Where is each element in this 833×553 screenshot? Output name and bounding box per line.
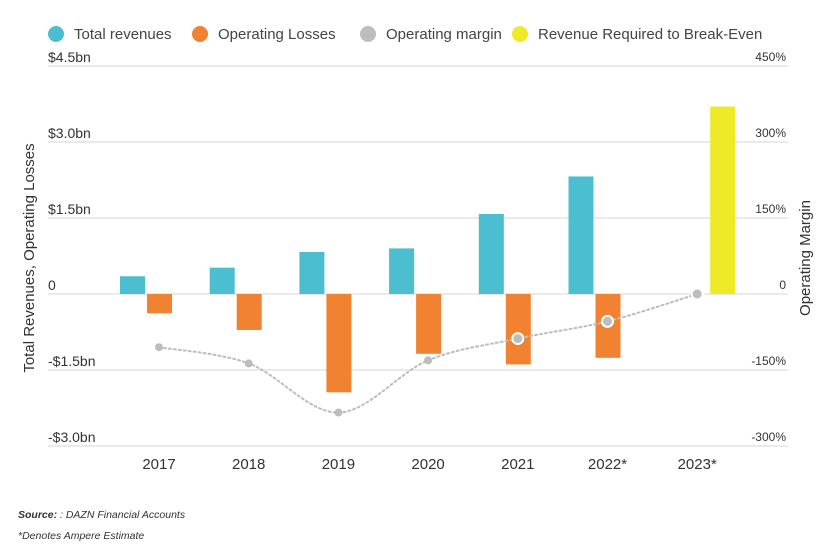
gridlines <box>48 65 788 447</box>
bar <box>710 106 736 295</box>
x-tick-label: 2023* <box>678 456 717 473</box>
source-label: Source: <box>18 509 58 521</box>
legend: Total revenues Operating Losses Operating … <box>48 26 762 43</box>
left-tick-label: -$1.5bn <box>48 353 95 369</box>
margin-point <box>334 408 343 417</box>
bar <box>147 294 172 314</box>
right-axis-ticks: 450% 300% 150% 0 -150% -300% <box>751 50 786 444</box>
legend-swatch <box>48 26 64 42</box>
legend-label: Operating margin <box>386 26 502 43</box>
right-tick-label: 450% <box>755 50 786 64</box>
left-axis-title: Total Revenues, Operating Losses <box>21 143 38 372</box>
chart: Total revenues Operating Losses Operating … <box>21 26 814 473</box>
bar <box>505 294 531 365</box>
legend-label: Total revenues <box>74 26 172 43</box>
bar <box>299 251 325 294</box>
left-tick-label: $4.5bn <box>48 49 91 65</box>
source-text: : DAZN Financial Accounts <box>57 509 186 521</box>
x-tick-label: 2022* <box>588 456 627 473</box>
legend-swatch <box>360 26 376 42</box>
bar <box>326 294 352 393</box>
bar <box>120 276 145 294</box>
margin-point <box>601 314 614 328</box>
bar <box>236 294 262 330</box>
right-tick-label: 300% <box>755 126 786 140</box>
margin-point <box>244 359 253 368</box>
legend-swatch <box>192 26 208 42</box>
operating-margin-line <box>155 287 704 417</box>
bar <box>568 176 594 294</box>
x-tick-label: 2017 <box>142 456 175 473</box>
bars <box>120 106 736 393</box>
legend-swatch <box>512 26 528 42</box>
x-tick-label: 2021 <box>501 456 534 473</box>
estimate-note: *Denotes Ampere Estimate <box>18 530 145 542</box>
x-tick-label: 2020 <box>411 456 444 473</box>
legend-label: Revenue Required to Break-Even <box>538 26 762 43</box>
x-axis-ticks: 2017 2018 2019 2020 2021 2022* 2023* <box>142 456 717 473</box>
left-axis-ticks: $4.5bn $3.0bn $1.5bn 0 -$1.5bn -$3.0bn <box>48 49 95 445</box>
right-axis-title: Operating Margin <box>797 200 814 316</box>
bar <box>389 248 415 294</box>
margin-point <box>424 356 433 365</box>
x-tick-label: 2019 <box>322 456 355 473</box>
right-tick-label: 0 <box>779 278 786 292</box>
source-note: Source: : DAZN Financial Accounts <box>18 509 185 521</box>
right-tick-label: -150% <box>751 354 786 368</box>
left-tick-label: 0 <box>48 277 56 293</box>
bar <box>209 267 235 294</box>
left-tick-label: -$3.0bn <box>48 429 95 445</box>
bar <box>416 294 442 354</box>
margin-point <box>511 332 525 346</box>
right-tick-label: 150% <box>755 202 786 216</box>
left-tick-label: $1.5bn <box>48 201 91 217</box>
legend-label: Operating Losses <box>218 26 336 43</box>
right-tick-label: -300% <box>751 430 786 444</box>
margin-point <box>690 287 704 301</box>
x-tick-label: 2018 <box>232 456 265 473</box>
margin-point <box>155 343 163 352</box>
left-tick-label: $3.0bn <box>48 125 91 141</box>
bar <box>478 213 504 294</box>
